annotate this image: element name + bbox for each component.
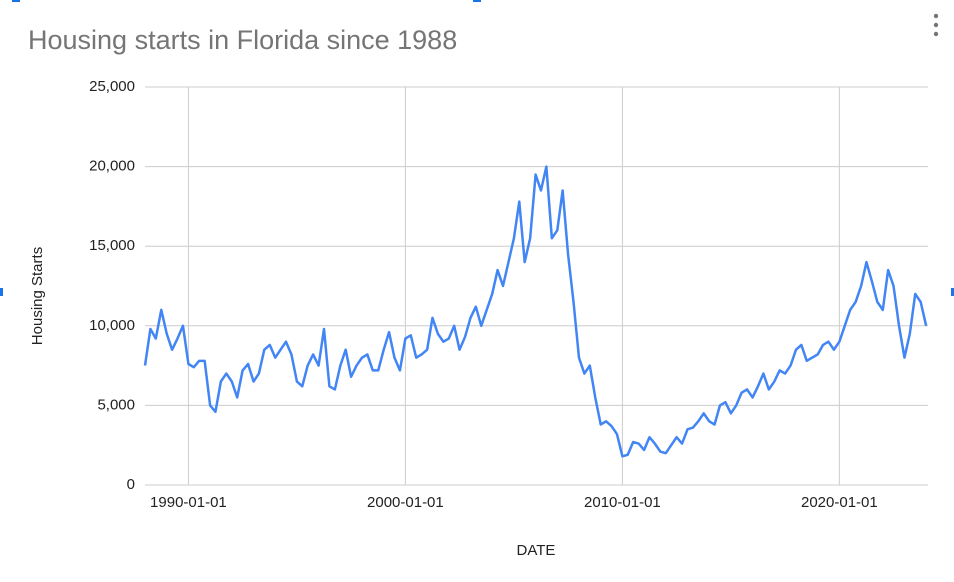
y-tick-label: 5,000 bbox=[97, 396, 135, 413]
y-tick-label: 0 bbox=[127, 476, 135, 493]
selection-handles bbox=[0, 0, 954, 296]
menu-dot bbox=[933, 22, 939, 28]
y-tick-label: 20,000 bbox=[89, 158, 135, 175]
handle bbox=[12, 0, 20, 2]
handle bbox=[0, 288, 3, 296]
y-tick-label: 10,000 bbox=[89, 317, 135, 334]
y-tick-label: 25,000 bbox=[89, 78, 135, 95]
menu-icon[interactable] bbox=[933, 13, 939, 37]
handle bbox=[473, 0, 481, 2]
x-tick-label: 1990-01-01 bbox=[150, 494, 227, 511]
y-tick-label: 15,000 bbox=[89, 237, 135, 254]
data-line bbox=[143, 165, 928, 458]
menu-dot bbox=[933, 31, 939, 37]
y-axis-label: Housing Starts bbox=[29, 247, 46, 345]
chart-title: Housing starts in Florida since 1988 bbox=[28, 25, 457, 55]
menu-dot bbox=[933, 13, 939, 19]
x-axis-label: DATE bbox=[517, 542, 556, 559]
x-tick-label: 2000-01-01 bbox=[367, 494, 444, 511]
x-tick-label: 2010-01-01 bbox=[584, 494, 661, 511]
x-tick-label: 2020-01-01 bbox=[801, 494, 878, 511]
handle bbox=[951, 288, 954, 296]
